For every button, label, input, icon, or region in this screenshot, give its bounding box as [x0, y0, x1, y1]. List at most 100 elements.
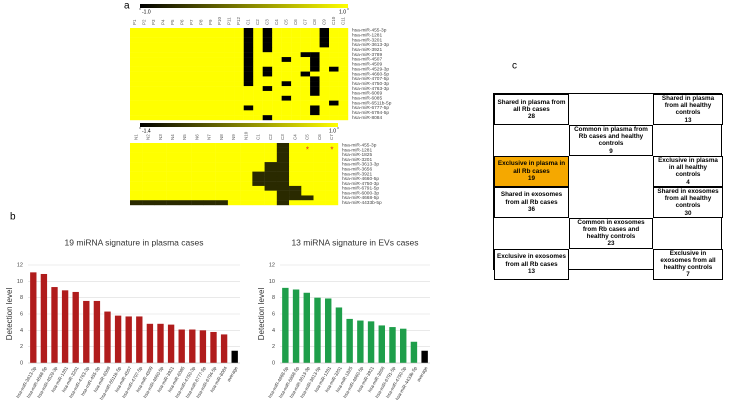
heatmap-cell: [300, 86, 311, 92]
heatmap-cell: [177, 42, 188, 48]
heatmap-cell: [313, 152, 326, 158]
bar: [83, 300, 90, 363]
heatmap-cell: [253, 66, 263, 72]
heatmap-cell: [139, 71, 150, 77]
heatmap-cell: [205, 100, 216, 106]
heatmap-cell: [262, 110, 273, 116]
heatmap-cell: [301, 181, 314, 187]
heatmap-cell: [310, 61, 320, 67]
bar: [51, 287, 58, 363]
heatmap-cell: [142, 147, 155, 153]
heatmap-cell: [227, 171, 241, 177]
bar: [378, 325, 385, 363]
heatmap-cell: [177, 86, 188, 92]
heatmap-cell: [130, 66, 140, 72]
heatmap-cell: [243, 115, 254, 121]
heatmap-cell: [272, 81, 282, 87]
heatmap-cell: [313, 185, 326, 191]
heatmap-cell: [240, 162, 253, 168]
heatmap-cell: [300, 90, 311, 96]
heatmap-cell: [148, 32, 159, 38]
heatmap-cell: [215, 95, 225, 101]
heatmap-cell: [130, 166, 143, 172]
heatmap-cell: [130, 57, 140, 63]
heatmap-cell: [272, 90, 282, 96]
heatmap-cell: [291, 61, 301, 67]
heatmap-cell: [234, 42, 244, 48]
heatmap-cell: [240, 171, 253, 177]
bar: [114, 315, 122, 363]
heatmap-cell: [154, 166, 167, 172]
column-label: C3: [280, 134, 285, 140]
heatmap-cell: [276, 143, 290, 148]
heatmap-cell: [130, 81, 140, 87]
cell-text: Shared in exosomes from all healthy cont…: [657, 187, 719, 210]
heatmap-cell: [177, 76, 188, 82]
column-label: N8: [219, 134, 224, 140]
heatmap-cell: [186, 95, 197, 101]
heatmap-cell: [205, 105, 216, 111]
heatmap-cell: [166, 171, 180, 177]
heatmap-cell: [139, 86, 150, 92]
heatmap-cell: [281, 81, 292, 87]
row-label: hsa-miR-4668-5p: [342, 195, 379, 201]
heatmap-cell: [276, 157, 290, 163]
heatmap-cell: [154, 185, 167, 191]
heatmap-cell: [215, 100, 225, 106]
heatmap-cell: [142, 143, 155, 148]
heatmap-cell: [310, 57, 320, 63]
heatmap-cell: [196, 81, 207, 87]
heatmap-cell: [203, 200, 216, 206]
heatmap-cell: [148, 95, 159, 101]
heatmap-cell: [130, 37, 140, 43]
heatmap-cell: [325, 171, 339, 177]
heatmap-cell: [178, 147, 192, 153]
bar: [210, 331, 217, 363]
heatmap-cell: [301, 195, 314, 201]
diagram-cell: Exclusive in exosomes from all Rb cases 1…: [494, 248, 569, 280]
heatmap-cell: [338, 37, 349, 43]
heatmap-cell: [186, 32, 197, 38]
heatmap-cell: [253, 100, 263, 106]
heatmap-cell: [130, 176, 143, 182]
heatmap-cell: [300, 42, 311, 48]
heatmap-cell: [253, 32, 263, 38]
heatmap-cell: [158, 110, 169, 116]
heatmap-cell: [205, 115, 216, 121]
heatmap-cell: [291, 28, 301, 34]
heatmap-cell: [310, 90, 320, 96]
heatmap-cell: [158, 32, 169, 38]
cell-number: 19: [527, 174, 535, 182]
heatmap-cell: [289, 166, 302, 172]
heatmap-cell: [252, 143, 265, 148]
diagram-cell-highlight: Exclusive in plasma in all Rb cases 19: [494, 155, 569, 187]
heatmap-cell: [177, 47, 188, 53]
heatmap-cell: [264, 171, 278, 177]
heatmap-cell: [240, 195, 253, 201]
heatmap-cell: [329, 32, 339, 38]
heatmap-cell: [234, 61, 244, 67]
heatmap-cell: [224, 42, 235, 48]
heatmap-cell: [203, 181, 216, 187]
heatmap-cell: [301, 176, 314, 182]
column-label: C3: [265, 19, 270, 25]
heatmap-cell: [300, 32, 311, 38]
heatmap-cell: [224, 71, 235, 77]
heatmap-cell: [148, 86, 159, 92]
heatmap-cell: [234, 105, 244, 111]
heatmap-cell: [224, 37, 235, 43]
heatmap-cell: [319, 105, 330, 111]
heatmap-cell: [215, 162, 229, 168]
heatmap-cell: [281, 52, 292, 58]
heatmap-cell: [148, 110, 159, 116]
bar: [389, 327, 396, 363]
cell-text: Common in exosomes from Rb cases and hea…: [577, 218, 645, 241]
heatmap-cell: [224, 95, 235, 101]
heatmap-cell: [234, 47, 244, 53]
heatmap-cell: [289, 162, 302, 168]
heatmap-cell: [196, 76, 207, 82]
row-label: hsa-miR-4707-5p: [352, 76, 389, 82]
heatmap-cell: [264, 176, 278, 182]
heatmap-cell: [310, 105, 320, 111]
